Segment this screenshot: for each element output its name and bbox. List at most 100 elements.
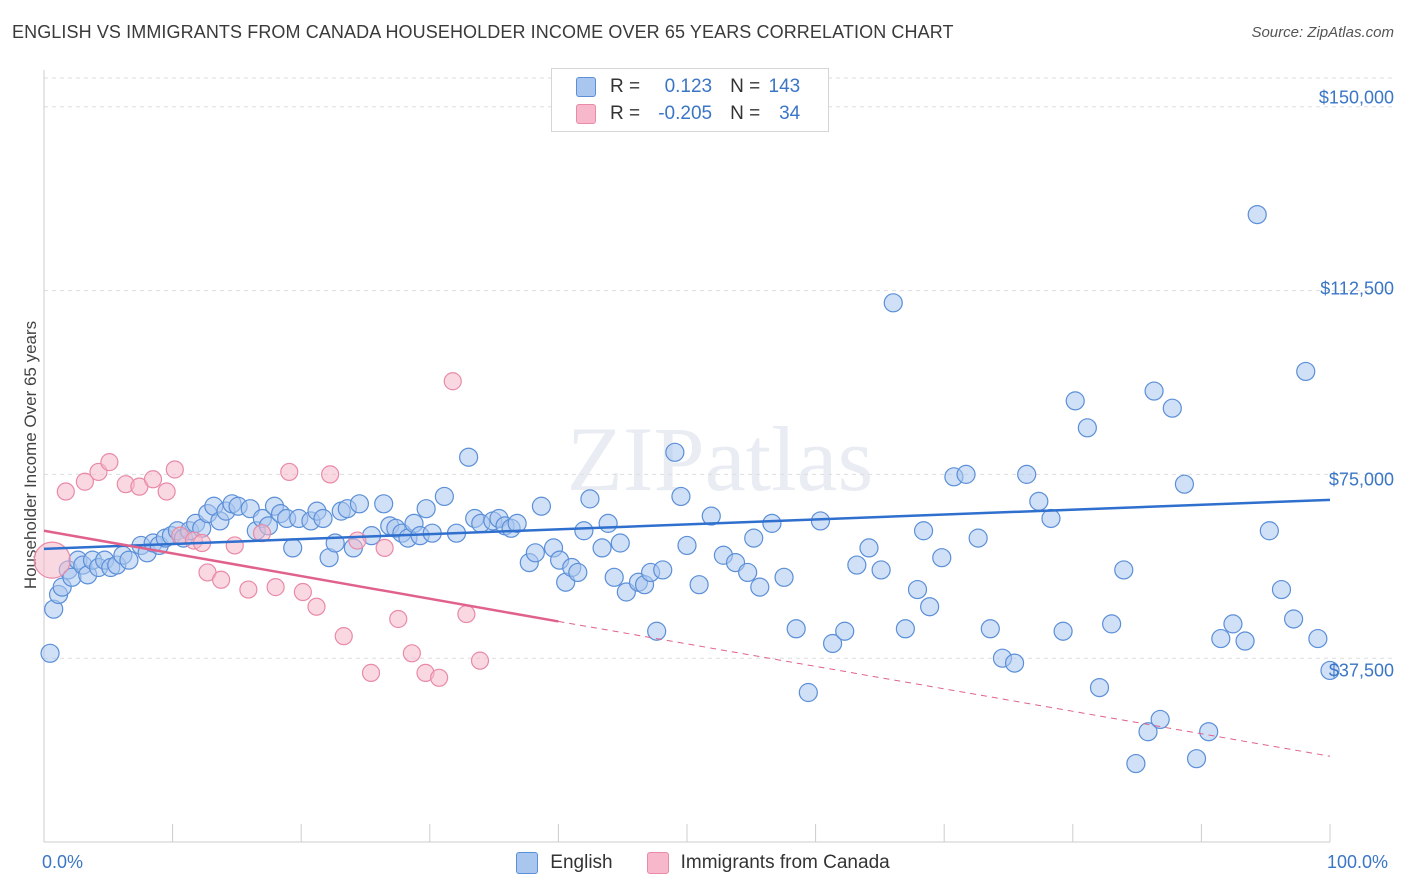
series-legend: English Immigrants from Canada: [0, 852, 1406, 874]
canada-trend-line: [43, 529, 559, 623]
english-point: [525, 543, 545, 563]
chart-source: Source: ZipAtlas.com: [1251, 24, 1394, 41]
canada-trend-line-extension: [558, 620, 1331, 757]
english-point: [738, 562, 758, 583]
english-point: [1259, 521, 1279, 541]
canada-point: [307, 597, 326, 616]
legend-swatch-english: [576, 77, 596, 97]
series-swatch-canada: [646, 852, 669, 874]
english-point: [1271, 579, 1292, 600]
english-point: [671, 486, 691, 507]
english-point: [1284, 609, 1304, 629]
canada-point: [402, 644, 421, 663]
english-point: [883, 293, 903, 313]
english-point: [416, 499, 436, 519]
english-point: [913, 521, 934, 541]
canada-point: [266, 578, 285, 597]
english-point: [835, 621, 855, 641]
english-point: [610, 533, 630, 553]
english-point: [531, 496, 552, 516]
english-point: [1114, 560, 1134, 580]
english-point: [1102, 614, 1122, 634]
english-point: [859, 538, 879, 558]
series-legend-english[interactable]: English: [516, 852, 613, 874]
english-point: [1162, 398, 1182, 418]
english-point: [1077, 418, 1097, 438]
legend-swatch-canada: [576, 104, 596, 124]
canada-point: [239, 580, 258, 599]
watermark: ZIPatlas: [567, 408, 874, 510]
canada-point: [430, 668, 449, 687]
canada-point: [212, 570, 231, 589]
english-point: [604, 567, 624, 587]
legend-n-value: 34: [779, 103, 801, 124]
english-point: [762, 513, 782, 533]
english-point: [1089, 677, 1110, 698]
y-tick-label-75000: $75,000: [1328, 469, 1394, 490]
english-point: [786, 619, 806, 639]
english-point: [568, 562, 588, 583]
y-tick-label-150000: $150,000: [1318, 87, 1394, 108]
english-point: [592, 538, 612, 558]
english-point: [1235, 631, 1255, 651]
english-point: [677, 535, 697, 556]
stats-legend: R = 0.123 N = 143 R = -0.205 N = 34: [551, 68, 829, 132]
english-point: [980, 619, 1000, 639]
english-point: [283, 538, 303, 558]
legend-r-label: R =: [610, 76, 641, 97]
english-point: [653, 560, 673, 580]
english-point: [1174, 474, 1195, 494]
english-point: [40, 643, 60, 663]
english-point: [920, 597, 940, 617]
y-tick-label-112500: $112,500: [1320, 278, 1394, 299]
english-point: [1186, 749, 1207, 769]
canada-point: [56, 482, 75, 501]
series-legend-canada[interactable]: Immigrants from Canada: [646, 852, 890, 874]
english-trend-line: [43, 498, 1331, 551]
english-point: [1199, 722, 1219, 742]
canada-point: [165, 460, 184, 479]
english-point: [847, 555, 867, 575]
english-point: [1065, 391, 1085, 411]
english-point: [907, 579, 928, 600]
english-point: [665, 442, 685, 462]
english-point: [313, 508, 333, 529]
legend-row-english: R = 0.123 N = 143: [576, 75, 800, 99]
english-point: [507, 513, 527, 533]
series-legend-english-label: English: [550, 852, 613, 873]
canada-point: [280, 462, 299, 482]
canada-point: [100, 453, 119, 472]
english-point: [1029, 491, 1049, 511]
english-point: [1144, 381, 1164, 401]
legend-n-label: N =: [730, 76, 761, 97]
canada-point: [348, 531, 367, 550]
english-point: [1223, 614, 1243, 634]
english-point: [774, 567, 794, 587]
english-point: [1138, 722, 1158, 742]
chart-title: ENGLISH VS IMMIGRANTS FROM CANADA HOUSEH…: [12, 22, 954, 42]
canada-point: [321, 465, 340, 484]
canada-point: [375, 538, 394, 558]
canada-point: [75, 472, 94, 491]
legend-n-label: N =: [730, 103, 761, 124]
english-point: [349, 494, 370, 514]
english-point: [1308, 628, 1328, 649]
english-point: [374, 494, 394, 514]
canada-point: [334, 627, 353, 646]
english-point: [798, 682, 818, 703]
english-point: [574, 521, 594, 541]
canada-point: [293, 582, 312, 602]
english-point: [1053, 621, 1073, 641]
english-point: [1320, 660, 1340, 681]
english-point: [434, 486, 454, 507]
english-point: [822, 633, 843, 654]
english-point: [580, 489, 600, 509]
canada-point: [225, 536, 244, 555]
english-point: [1211, 628, 1231, 649]
english-point: [1126, 753, 1146, 774]
legend-r-label: R =: [610, 103, 641, 124]
english-point: [1150, 709, 1170, 730]
english-point: [956, 464, 976, 484]
canada-point: [470, 651, 490, 670]
english-point: [598, 513, 618, 533]
